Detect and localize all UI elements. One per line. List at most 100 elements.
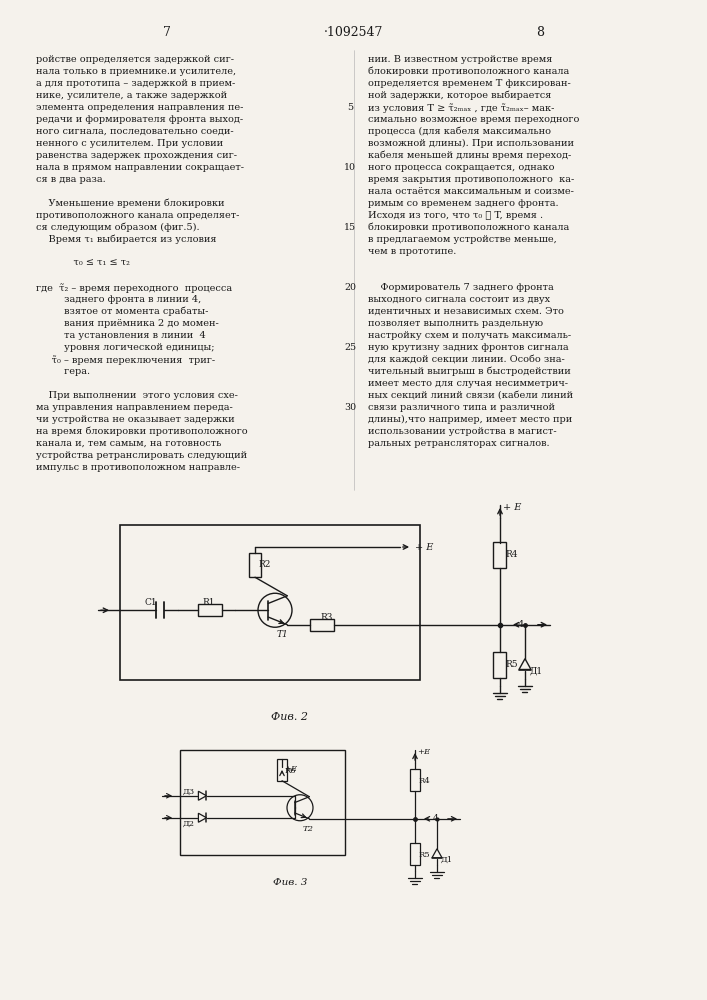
Text: 15: 15 — [344, 223, 356, 232]
Bar — [180, 750, 345, 855]
Text: +E: +E — [417, 748, 430, 756]
Text: чем в прототипе.: чем в прототипе. — [368, 247, 457, 256]
Text: R2: R2 — [258, 560, 270, 569]
Text: настройку схем и получать максималь-: настройку схем и получать максималь- — [368, 331, 571, 340]
Bar — [310, 619, 334, 631]
Text: C1: C1 — [145, 598, 158, 607]
Text: 20: 20 — [344, 283, 356, 292]
Text: T1: T1 — [277, 630, 288, 639]
Text: 30: 30 — [344, 403, 356, 412]
Text: ных секций линий связи (кабели линий: ных секций линий связи (кабели линий — [368, 391, 573, 400]
Text: + E: + E — [503, 503, 521, 512]
Text: для каждой секции линии. Особо зна-: для каждой секции линии. Особо зна- — [368, 355, 565, 364]
Text: нии. В известном устройстве время: нии. В известном устройстве время — [368, 55, 552, 64]
Bar — [410, 843, 420, 865]
Text: чительный выигрыш в быстродействии: чительный выигрыш в быстродействии — [368, 367, 571, 376]
Bar — [493, 542, 506, 568]
Text: нала остаётся максимальным и соизме-: нала остаётся максимальным и соизме- — [368, 187, 574, 196]
Text: вания приёмника 2 до момен-: вания приёмника 2 до момен- — [36, 319, 218, 328]
Text: позволяет выполнить раздельную: позволяет выполнить раздельную — [368, 319, 543, 328]
Text: ма управления направлением переда-: ма управления направлением переда- — [36, 403, 233, 412]
Text: При выполнении  этого условия схе-: При выполнении этого условия схе- — [36, 391, 238, 400]
Bar — [277, 759, 287, 781]
Text: 7: 7 — [163, 25, 171, 38]
Text: ненного с усилителем. При условии: ненного с усилителем. При условии — [36, 139, 223, 148]
Text: +E: +E — [284, 765, 297, 773]
Text: ройстве определяется задержкой сиг-: ройстве определяется задержкой сиг- — [36, 55, 234, 64]
Text: блокировки противоположного канала: блокировки противоположного канала — [368, 67, 569, 77]
Text: нала только в приемнике.и усилителе,: нала только в приемнике.и усилителе, — [36, 67, 236, 76]
Text: Д1: Д1 — [530, 667, 543, 676]
Text: τ₀ ≤ τ₁ ≤ τ₂: τ₀ ≤ τ₁ ≤ τ₂ — [36, 259, 130, 268]
Text: 5: 5 — [347, 103, 353, 112]
Text: τ̃₀ – время переключения  триг-: τ̃₀ – время переключения триг- — [36, 355, 215, 365]
Text: кабеля меньшей длины время переход-: кабеля меньшей длины время переход- — [368, 151, 571, 160]
Text: Фив. 3: Фив. 3 — [273, 878, 307, 887]
Text: + E: + E — [415, 543, 433, 552]
Bar — [198, 604, 222, 616]
Text: заднего фронта в линии 4,: заднего фронта в линии 4, — [36, 295, 201, 304]
Bar — [120, 525, 420, 680]
Text: римым со временем заднего фронта.: римым со временем заднего фронта. — [368, 199, 559, 208]
Text: связи различного типа и различной: связи различного типа и различной — [368, 403, 555, 412]
Text: имеет место для случая несимметрич-: имеет место для случая несимметрич- — [368, 379, 568, 388]
Text: 25: 25 — [344, 343, 356, 352]
Text: нала в прямом направлении сокращает-: нала в прямом направлении сокращает- — [36, 163, 244, 172]
Text: импульс в противоположном направле-: импульс в противоположном направле- — [36, 463, 240, 472]
Text: R4: R4 — [505, 550, 518, 559]
Text: Фив. 2: Фив. 2 — [271, 712, 308, 722]
Text: в предлагаемом устройстве меньше,: в предлагаемом устройстве меньше, — [368, 235, 556, 244]
Text: гера.: гера. — [36, 367, 90, 376]
Bar — [249, 553, 261, 577]
Text: взятое от момента срабаты-: взятое от момента срабаты- — [36, 307, 209, 316]
Text: Д1: Д1 — [441, 856, 453, 864]
Text: R1: R1 — [202, 598, 214, 607]
Text: 4: 4 — [518, 620, 525, 629]
Text: R3: R3 — [320, 613, 332, 622]
Text: определяется временем T фиксирован-: определяется временем T фиксирован- — [368, 79, 571, 88]
Text: Время τ₁ выбирается из условия: Время τ₁ выбирается из условия — [36, 235, 216, 244]
Text: уровня логической единицы;: уровня логической единицы; — [36, 343, 214, 352]
Text: 8: 8 — [536, 25, 544, 38]
Text: чи устройства не оказывает задержки: чи устройства не оказывает задержки — [36, 415, 235, 424]
Text: Исходя из того, что τ₀ ≪ T, время .: Исходя из того, что τ₀ ≪ T, время . — [368, 211, 543, 220]
Text: 10: 10 — [344, 163, 356, 172]
Text: Уменьшение времени блокировки: Уменьшение времени блокировки — [36, 199, 225, 209]
Text: ·1092547: ·1092547 — [325, 25, 384, 38]
Text: ного процесса сокращается, однако: ного процесса сокращается, однако — [368, 163, 554, 172]
Text: нике, усилителе, а также задержкой: нике, усилителе, а также задержкой — [36, 91, 227, 100]
Text: ся в два раза.: ся в два раза. — [36, 175, 106, 184]
Text: 4: 4 — [433, 814, 439, 823]
Text: ную крутизну задних фронтов сигнала: ную крутизну задних фронтов сигнала — [368, 343, 568, 352]
Text: Д3: Д3 — [183, 788, 195, 796]
Text: равенства задержек прохождения сиг-: равенства задержек прохождения сиг- — [36, 151, 237, 160]
Text: Формирователь 7 заднего фронта: Формирователь 7 заднего фронта — [368, 283, 554, 292]
Text: время закрытия противоположного  ка-: время закрытия противоположного ка- — [368, 175, 574, 184]
Text: противоположного канала определяет-: противоположного канала определяет- — [36, 211, 240, 220]
Text: та установления в линии  4: та установления в линии 4 — [36, 331, 206, 340]
Text: R4: R4 — [419, 777, 431, 785]
Text: редачи и формирователя фронта выход-: редачи и формирователя фронта выход- — [36, 115, 243, 124]
Bar — [493, 652, 506, 678]
Text: на время блокировки противоположного: на время блокировки противоположного — [36, 427, 247, 436]
Text: ного сигнала, последовательно соеди-: ного сигнала, последовательно соеди- — [36, 127, 233, 136]
Text: симально возможное время переходного: симально возможное время переходного — [368, 115, 579, 124]
Text: выходного сигнала состоит из двух: выходного сигнала состоит из двух — [368, 295, 550, 304]
Text: R5: R5 — [419, 851, 431, 859]
Text: ной задержки, которое выбирается: ной задержки, которое выбирается — [368, 91, 551, 101]
Text: блокировки противоположного канала: блокировки противоположного канала — [368, 223, 569, 232]
Text: возможной длины). При использовании: возможной длины). При использовании — [368, 139, 574, 148]
Text: из условия T ≥ τ̃₂ₘₐₓ , где τ̃₂ₘₐₓ– мак-: из условия T ≥ τ̃₂ₘₐₓ , где τ̃₂ₘₐₓ– мак- — [368, 103, 554, 113]
Text: а для прототипа – задержкой в прием-: а для прототипа – задержкой в прием- — [36, 79, 235, 88]
Text: длины),что например, имеет место при: длины),что например, имеет место при — [368, 415, 572, 424]
Text: использовании устройства в магист-: использовании устройства в магист- — [368, 427, 556, 436]
Text: устройства ретранслировать следующий: устройства ретранслировать следующий — [36, 451, 247, 460]
Text: Д2: Д2 — [183, 820, 195, 828]
Bar — [410, 769, 420, 791]
Text: ральных ретрансляторах сигналов.: ральных ретрансляторах сигналов. — [368, 439, 549, 448]
Text: идентичных и независимых схем. Это: идентичных и независимых схем. Это — [368, 307, 564, 316]
Text: процесса (для кабеля максимально: процесса (для кабеля максимально — [368, 127, 551, 136]
Text: R6: R6 — [285, 767, 296, 775]
Text: элемента определения направления пе-: элемента определения направления пе- — [36, 103, 243, 112]
Text: канала и, тем самым, на готовность: канала и, тем самым, на готовность — [36, 439, 221, 448]
